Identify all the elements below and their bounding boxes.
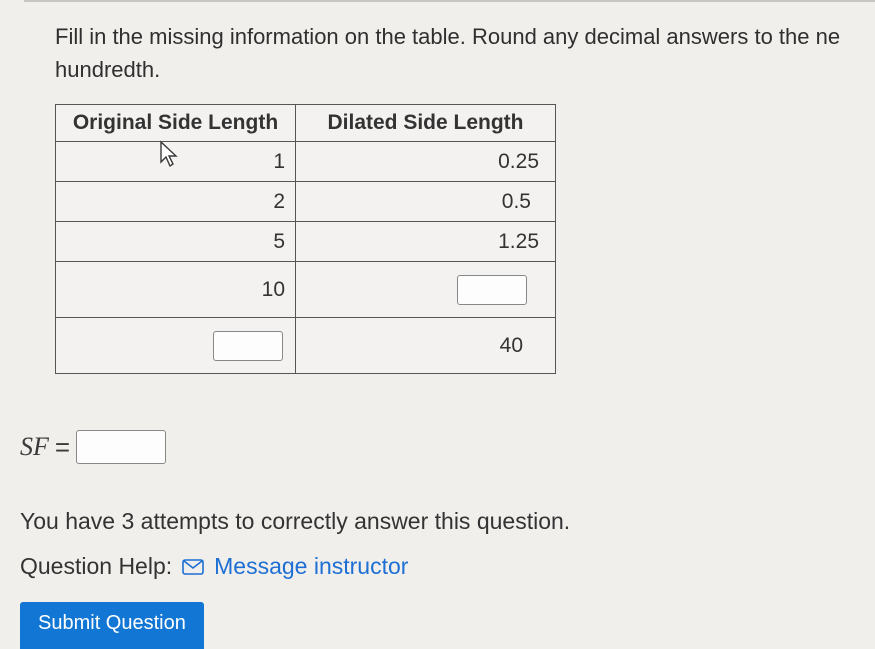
original-input[interactable]: [213, 331, 283, 361]
original-cell: 1: [56, 142, 296, 182]
attempts-text: You have 3 attempts to correctly answer …: [20, 508, 875, 535]
dilated-cell: 0.25: [296, 142, 556, 182]
dilated-cell: 40: [296, 318, 556, 374]
dilated-cell: [296, 262, 556, 318]
header-dilated: Dilated Side Length: [296, 105, 556, 142]
table-row: 10.25: [56, 142, 556, 182]
original-cell: 5: [56, 222, 296, 262]
instructions: Fill in the missing information on the t…: [0, 0, 875, 86]
table-row: 20.5: [56, 182, 556, 222]
mail-icon: [182, 559, 204, 575]
sf-equation: SF =: [20, 430, 875, 464]
table-row: 10: [56, 262, 556, 318]
dilated-cell: 0.5: [296, 182, 556, 222]
submit-button[interactable]: Submit Question: [20, 602, 204, 649]
table-row: 40: [56, 318, 556, 374]
original-cell: 2: [56, 182, 296, 222]
sf-input[interactable]: [76, 430, 166, 464]
dilated-input[interactable]: [457, 275, 527, 305]
question-help: Question Help: Message instructor: [20, 553, 875, 580]
dilated-cell: 1.25: [296, 222, 556, 262]
instructions-line-1: Fill in the missing information on the t…: [55, 24, 840, 49]
equals-sign: =: [55, 432, 70, 463]
original-cell: 10: [56, 262, 296, 318]
original-cell: [56, 318, 296, 374]
header-original: Original Side Length: [56, 105, 296, 142]
top-divider: [24, 0, 875, 2]
dilation-table: Original Side Length Dilated Side Length…: [55, 104, 556, 374]
table-row: 51.25: [56, 222, 556, 262]
instructions-line-2: hundredth.: [55, 57, 160, 82]
sf-label: SF: [20, 432, 49, 462]
help-label: Question Help:: [20, 553, 172, 580]
message-instructor-link[interactable]: Message instructor: [214, 553, 408, 580]
